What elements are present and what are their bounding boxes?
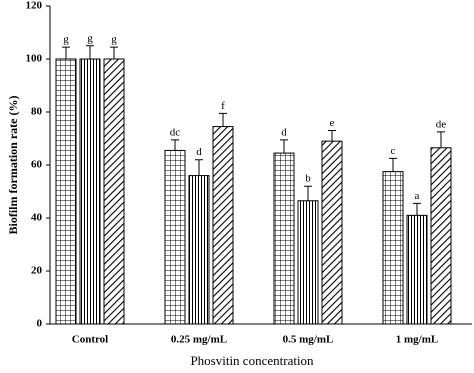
x-tick-label: 0.5 mg/mL xyxy=(283,334,334,346)
significance-letter: de xyxy=(436,118,447,130)
bar xyxy=(212,126,234,325)
bar xyxy=(273,152,295,325)
x-tick-label: 1 mg/mL xyxy=(396,334,438,346)
error-bar xyxy=(171,139,179,151)
significance-letter: b xyxy=(305,173,311,185)
bar xyxy=(103,58,125,325)
significance-letter: dc xyxy=(170,126,181,138)
y-tick-label: 80 xyxy=(31,106,43,118)
error-bar xyxy=(280,139,288,154)
significance-letter: e xyxy=(330,117,335,129)
bar xyxy=(321,140,343,325)
x-tick-label: 0.25 mg/mL xyxy=(171,334,227,346)
bar xyxy=(382,171,404,325)
bar xyxy=(55,58,77,325)
error-bar xyxy=(328,130,336,142)
error-bar xyxy=(437,131,445,148)
significance-letter: d xyxy=(196,146,202,158)
error-bar xyxy=(195,159,203,176)
significance-letter: f xyxy=(221,100,225,112)
significance-letter: g xyxy=(87,32,93,44)
error-bar xyxy=(62,46,70,59)
bar xyxy=(430,147,452,325)
bar xyxy=(297,200,319,325)
bar xyxy=(164,149,186,325)
x-tick-label: Control xyxy=(72,334,108,346)
significance-letter: a xyxy=(415,190,420,202)
y-tick-label: 40 xyxy=(31,212,43,224)
significance-letter: g xyxy=(63,34,69,46)
error-bar xyxy=(110,46,118,59)
bar xyxy=(79,58,101,325)
significance-letter: d xyxy=(281,126,287,138)
error-bar xyxy=(304,185,312,201)
x-axis-label: Phosvitin concentration xyxy=(190,353,314,368)
y-tick-label: 20 xyxy=(31,265,43,277)
y-tick-label: 100 xyxy=(26,53,43,65)
y-tick-label: 60 xyxy=(31,159,43,171)
error-bar xyxy=(389,157,397,172)
bar xyxy=(406,214,428,325)
y-tick-label: 120 xyxy=(26,0,43,12)
significance-letter: g xyxy=(111,34,117,46)
error-bar xyxy=(219,112,227,127)
significance-letter: c xyxy=(391,145,396,157)
y-tick-label: 0 xyxy=(37,318,43,330)
y-axis-label: Biofilm formation rate (%) xyxy=(6,96,20,235)
error-bar xyxy=(86,45,94,59)
bar xyxy=(188,175,210,325)
error-bar xyxy=(413,202,421,216)
